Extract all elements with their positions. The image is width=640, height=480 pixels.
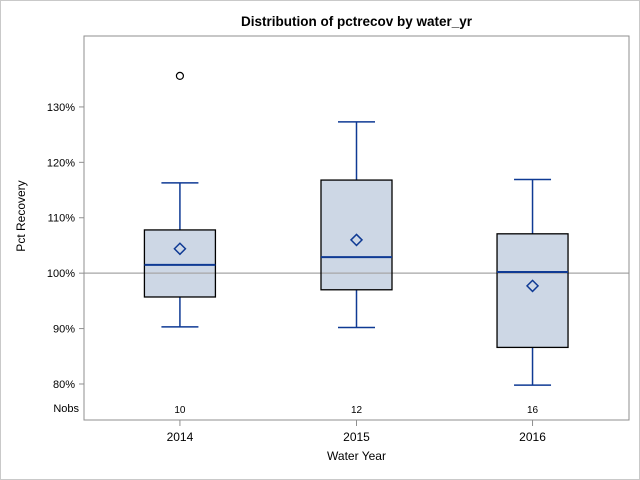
mean-marker-2014 — [173, 242, 187, 256]
x-axis-title: Water Year — [327, 449, 386, 463]
outlier-point-2014 — [175, 71, 185, 80]
y-tick-label: 100% — [47, 268, 75, 280]
box-outline-2015 — [320, 179, 393, 291]
box-fill-2014 — [144, 229, 216, 297]
mean-marker-2016 — [525, 279, 540, 293]
nobs-value: 12 — [351, 405, 363, 416]
x-tick-label: 2015 — [343, 430, 370, 444]
nobs-value: 10 — [174, 405, 186, 416]
y-tick-label: 80% — [53, 379, 75, 391]
x-tick-label: 2016 — [519, 430, 546, 444]
y-tick-label: 90% — [53, 324, 75, 336]
x-tick-label: 2014 — [167, 430, 194, 444]
y-axis-title: Pct Recovery — [14, 180, 28, 252]
mean-marker-2015 — [349, 233, 364, 247]
box-outline-2014 — [143, 229, 217, 298]
nobs-value: 16 — [527, 405, 539, 416]
y-tick-label: 110% — [48, 213, 76, 225]
nobs-row-label: Nobs — [53, 403, 79, 415]
chart-title: Distribution of pctrecov by water_yr — [240, 14, 473, 29]
box-outline-2016 — [496, 233, 569, 349]
y-tick-label: 120% — [47, 157, 75, 169]
y-tick-label: 130% — [47, 102, 75, 114]
